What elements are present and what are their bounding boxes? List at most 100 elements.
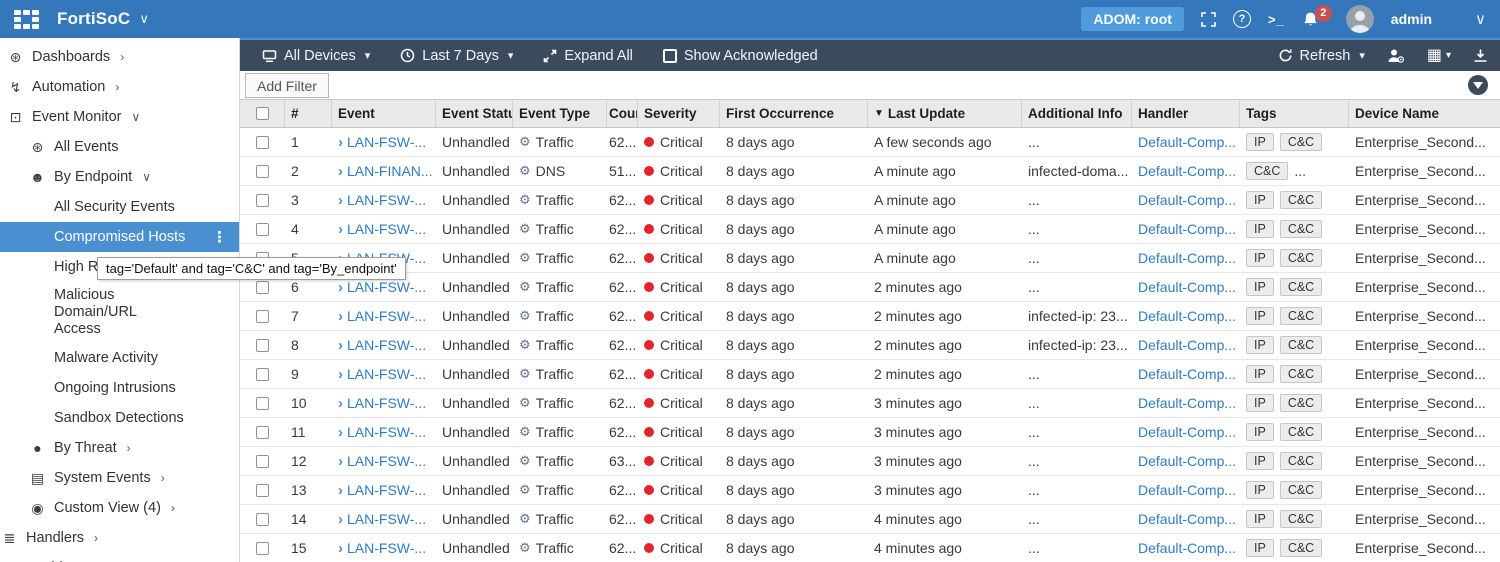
row-checkbox[interactable] (256, 484, 269, 497)
sidebar-item-compromised-hosts[interactable]: Compromised Hosts⋮ (0, 222, 239, 252)
expand-all-button[interactable]: Expand All (543, 48, 633, 64)
sidebar-item-dashboards[interactable]: ⊛Dashboards› (0, 42, 239, 72)
row-expand-chevron-icon[interactable]: › (338, 540, 343, 557)
table-row[interactable]: 13›LAN-FSW-...Unhandled⚙Traffic62...Crit… (240, 476, 1500, 505)
table-row[interactable]: 10›LAN-FSW-...Unhandled⚙Traffic62...Crit… (240, 389, 1500, 418)
col-header-Last Update[interactable]: ▼Last Update (868, 100, 1022, 127)
event-link[interactable]: LAN-FSW-... (347, 395, 426, 411)
col-header-First Occurrence[interactable]: First Occurrence (720, 100, 868, 127)
event-link[interactable]: LAN-FSW-... (347, 192, 426, 208)
table-row[interactable]: 2›LAN-FINAN...Unhandled⚙DNS51...Critical… (240, 157, 1500, 186)
sidebar-item-malicious-domain-url-access[interactable]: Malicious Domain/URL Access (0, 282, 239, 343)
sidebar-item-ongoing-intrusions[interactable]: Ongoing Intrusions (0, 373, 239, 403)
event-link[interactable]: LAN-FSW-... (347, 482, 426, 498)
sidebar-item-all-security-events[interactable]: All Security Events (0, 192, 239, 222)
event-link[interactable]: LAN-FSW-... (347, 279, 426, 295)
table-row[interactable]: 4›LAN-FSW-...Unhandled⚙Traffic62...Criti… (240, 215, 1500, 244)
col-header-Device Name[interactable]: Device Name (1349, 100, 1500, 127)
sidebar-item-by-endpoint[interactable]: ☻By Endpoint∨ (0, 162, 239, 192)
row-expand-chevron-icon[interactable]: › (338, 395, 343, 412)
row-checkbox[interactable] (256, 281, 269, 294)
row-expand-chevron-icon[interactable]: › (338, 221, 343, 238)
handler-link[interactable]: Default-Comp... (1138, 511, 1236, 527)
username-label[interactable]: admin (1391, 11, 1432, 27)
row-expand-chevron-icon[interactable]: › (338, 308, 343, 325)
handler-link[interactable]: Default-Comp... (1138, 250, 1236, 266)
filter-funnel-icon[interactable] (1468, 75, 1488, 95)
row-checkbox[interactable] (256, 223, 269, 236)
handler-link[interactable]: Default-Comp... (1138, 366, 1236, 382)
fullscreen-icon[interactable] (1201, 12, 1216, 27)
handler-link[interactable]: Default-Comp... (1138, 279, 1236, 295)
cli-console-icon[interactable]: >_ (1268, 12, 1285, 27)
row-expand-chevron-icon[interactable]: › (338, 424, 343, 441)
show-acknowledged-checkbox[interactable] (663, 49, 677, 63)
row-expand-chevron-icon[interactable]: › (338, 453, 343, 470)
event-link[interactable]: LAN-FSW-... (347, 337, 426, 353)
row-expand-chevron-icon[interactable]: › (338, 337, 343, 354)
col-header-Event Type[interactable]: Event Type (513, 100, 607, 127)
row-checkbox[interactable] (256, 426, 269, 439)
refresh-dropdown[interactable]: Refresh▾ (1278, 48, 1365, 64)
table-row[interactable]: 8›LAN-FSW-...Unhandled⚙Traffic62...Criti… (240, 331, 1500, 360)
sidebar-item-system-events[interactable]: ▤System Events› (0, 463, 239, 493)
row-checkbox[interactable] (256, 165, 269, 178)
sidebar-item-all-events[interactable]: ⊛All Events (0, 132, 239, 162)
handler-link[interactable]: Default-Comp... (1138, 221, 1236, 237)
item-menu-kebab-icon[interactable]: ⋮ (212, 228, 227, 246)
col-header-Event[interactable]: Event (332, 100, 436, 127)
show-acknowledged-toggle[interactable]: Show Acknowledged (663, 48, 818, 64)
sidebar-item-by-threat[interactable]: ●By Threat› (0, 433, 239, 463)
event-link[interactable]: LAN-FSW-... (347, 453, 426, 469)
event-link[interactable]: LAN-FSW-... (347, 540, 426, 556)
row-checkbox[interactable] (256, 310, 269, 323)
notifications-bell-icon[interactable]: 2 (1302, 11, 1319, 28)
handler-link[interactable]: Default-Comp... (1138, 540, 1236, 556)
row-checkbox[interactable] (256, 542, 269, 555)
col-header-#[interactable]: # (285, 100, 332, 127)
row-checkbox[interactable] (256, 194, 269, 207)
table-row[interactable]: 3›LAN-FSW-...Unhandled⚙Traffic62...Criti… (240, 186, 1500, 215)
sidebar-item-malware-activity[interactable]: Malware Activity (0, 343, 239, 373)
row-expand-chevron-icon[interactable]: › (338, 366, 343, 383)
table-row[interactable]: 15›LAN-FSW-...Unhandled⚙Traffic62...Crit… (240, 534, 1500, 562)
handler-link[interactable]: Default-Comp... (1138, 395, 1236, 411)
row-checkbox[interactable] (256, 368, 269, 381)
row-expand-chevron-icon[interactable]: › (338, 511, 343, 528)
sidebar-item-incidents[interactable]: ▣Incidents (0, 553, 239, 562)
row-expand-chevron-icon[interactable]: › (338, 163, 343, 180)
table-row[interactable]: 9›LAN-FSW-...Unhandled⚙Traffic62...Criti… (240, 360, 1500, 389)
help-icon[interactable]: ? (1233, 10, 1251, 28)
col-header-Severity[interactable]: Severity (638, 100, 720, 127)
handler-link[interactable]: Default-Comp... (1138, 192, 1236, 208)
sidebar-item-custom-view[interactable]: ◉Custom View (4)› (0, 493, 239, 523)
handler-link[interactable]: Default-Comp... (1138, 308, 1236, 324)
col-header-Event Status[interactable]: Event Status (436, 100, 513, 127)
event-link[interactable]: LAN-FSW-... (347, 134, 426, 150)
event-link[interactable]: LAN-FSW-... (347, 424, 426, 440)
table-row[interactable]: 7›LAN-FSW-...Unhandled⚙Traffic62...Criti… (240, 302, 1500, 331)
table-columns-icon[interactable]: ▦▾ (1427, 48, 1451, 64)
table-row[interactable]: 14›LAN-FSW-...Unhandled⚙Traffic62...Crit… (240, 505, 1500, 534)
handler-link[interactable]: Default-Comp... (1138, 163, 1236, 179)
row-checkbox[interactable] (256, 455, 269, 468)
select-all-checkbox[interactable] (256, 107, 269, 120)
col-header-Handler[interactable]: Handler (1132, 100, 1240, 127)
row-checkbox[interactable] (256, 136, 269, 149)
handler-link[interactable]: Default-Comp... (1138, 337, 1236, 353)
app-title[interactable]: FortiSoC (57, 9, 130, 29)
row-expand-chevron-icon[interactable]: › (338, 482, 343, 499)
event-link[interactable]: LAN-FINAN... (347, 163, 433, 179)
event-link[interactable]: LAN-FSW-... (347, 221, 426, 237)
col-header-Count[interactable]: Count (607, 100, 638, 127)
row-checkbox[interactable] (256, 339, 269, 352)
app-title-chevron-down-icon[interactable]: ∨ (139, 11, 149, 27)
table-row[interactable]: 1›LAN-FSW-...Unhandled⚙Traffic62...Criti… (240, 128, 1500, 157)
handler-link[interactable]: Default-Comp... (1138, 453, 1236, 469)
col-header-Tags[interactable]: Tags (1240, 100, 1349, 127)
all-devices-dropdown[interactable]: All Devices▾ (262, 48, 370, 64)
col-header-select[interactable] (240, 100, 285, 127)
row-expand-chevron-icon[interactable]: › (338, 279, 343, 296)
handler-link[interactable]: Default-Comp... (1138, 482, 1236, 498)
event-link[interactable]: LAN-FSW-... (347, 511, 426, 527)
